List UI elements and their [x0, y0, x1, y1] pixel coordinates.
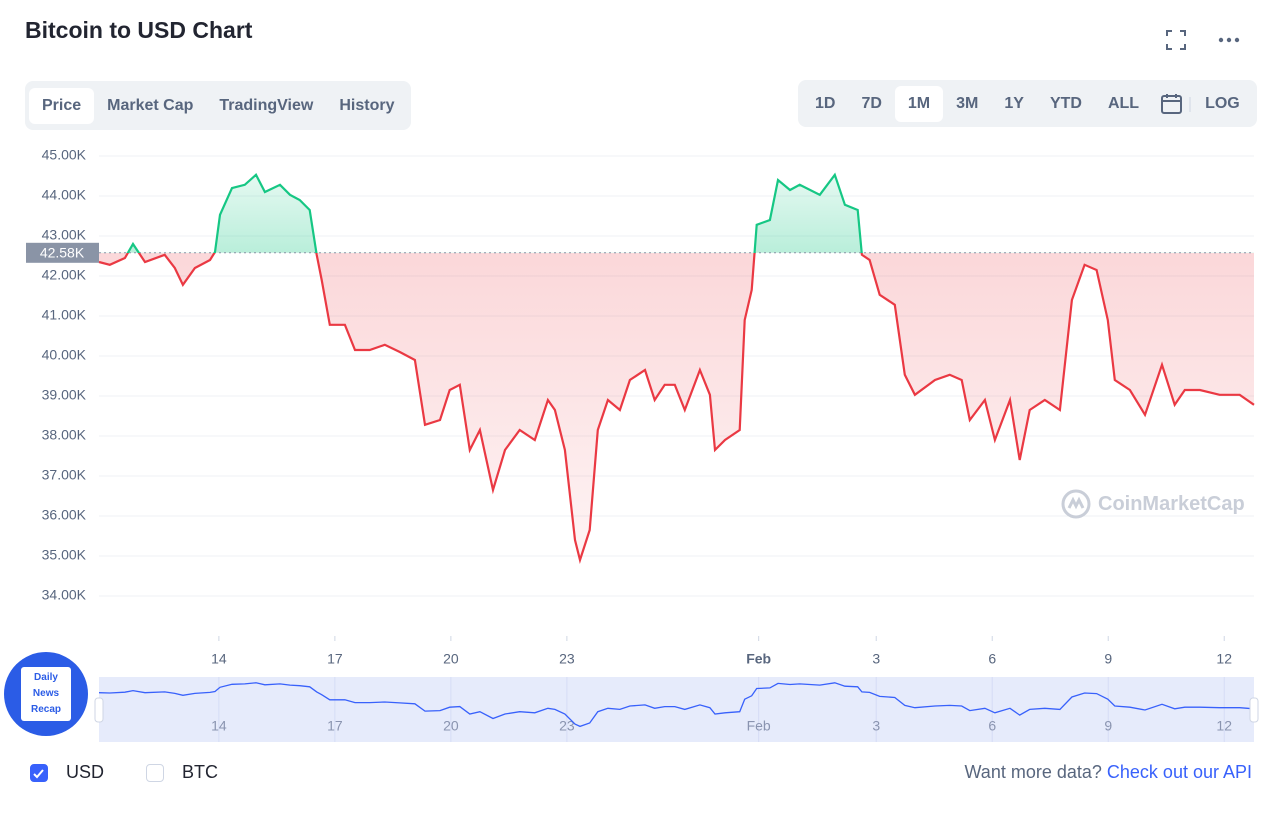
- range-group: 1D 7D 1M 3M 1Y YTD ALL LOG: [798, 80, 1257, 127]
- x-tick-label: 23: [559, 651, 575, 667]
- navigator-tick-label: 3: [872, 718, 880, 734]
- log-button[interactable]: LOG: [1205, 94, 1240, 112]
- navigator-tick-label: 9: [1104, 718, 1112, 734]
- x-tick-label: 20: [443, 651, 459, 667]
- y-tick-label: 34.00K: [42, 587, 87, 603]
- navigator-tick-label: Feb: [747, 718, 771, 734]
- y-tick-label: 41.00K: [42, 307, 87, 323]
- badge-line: News: [25, 686, 66, 702]
- calendar-icon[interactable]: [1152, 93, 1192, 115]
- more-icon: [1234, 37, 1240, 43]
- news-badge[interactable]: Daily News Recap: [4, 652, 88, 736]
- y-tick-label: 37.00K: [42, 467, 87, 483]
- badge-line: Recap: [25, 702, 66, 718]
- range-button[interactable]: 1Y: [1004, 94, 1024, 112]
- y-tick-label: 45.00K: [42, 147, 87, 163]
- range-button[interactable]: 1M: [894, 85, 944, 122]
- checkbox: [146, 763, 164, 782]
- y-tick-label: 40.00K: [42, 347, 87, 363]
- tab[interactable]: Market Cap: [107, 96, 194, 114]
- api-link[interactable]: Check out our API: [1106, 762, 1252, 782]
- footer: Want more data? Check out our API: [964, 762, 1252, 783]
- x-tick-label: 14: [211, 651, 227, 667]
- badge-text: Daily News Recap: [20, 667, 71, 721]
- tab[interactable]: TradingView: [219, 96, 314, 114]
- price-area: [99, 174, 1254, 561]
- fullscreen-icon[interactable]: [1166, 30, 1186, 50]
- range-button[interactable]: YTD: [1049, 94, 1082, 112]
- x-tick-label: 9: [1104, 651, 1112, 667]
- y-tick-label: 42.00K: [42, 267, 87, 283]
- currency-toggle[interactable]: USD: [30, 762, 104, 783]
- navigator-handle[interactable]: [94, 697, 104, 723]
- price-label: 42.58K: [40, 245, 85, 261]
- navigator-tick-label: 14: [211, 718, 227, 734]
- x-tick-label: 17: [327, 651, 343, 667]
- watermark: CoinMarketCap: [1060, 488, 1245, 520]
- footer-text: Want more data?: [964, 762, 1102, 782]
- y-tick-label: 35.00K: [42, 547, 87, 563]
- navigator-handle[interactable]: [1249, 697, 1259, 723]
- y-tick-label: 39.00K: [42, 387, 87, 403]
- toolbar-icons: [1166, 30, 1240, 50]
- x-tick-label: 12: [1216, 651, 1232, 667]
- x-tick-label: 6: [988, 651, 996, 667]
- title: Bitcoin to USD Chart: [25, 17, 253, 43]
- range-button[interactable]: ALL: [1107, 94, 1140, 112]
- watermark-logo: [1061, 489, 1091, 519]
- check-mark: [33, 768, 44, 778]
- more-icon[interactable]: [1218, 37, 1224, 43]
- navigator-tick-label: 6: [988, 718, 996, 734]
- tab[interactable]: History: [339, 96, 395, 114]
- y-tick-label: 38.00K: [42, 427, 87, 443]
- checkbox: [30, 763, 48, 782]
- x-tick-label: 3: [872, 651, 880, 667]
- price-label-box: [26, 242, 99, 263]
- navigator-tick-label: 23: [559, 718, 575, 734]
- range-button[interactable]: 1D: [815, 94, 836, 112]
- more-icon: [1226, 37, 1232, 43]
- tab-group: Price Market Cap TradingView History: [25, 81, 412, 130]
- watermark-text: CoinMarketCap: [1098, 492, 1245, 515]
- x-tick-label: Feb: [746, 651, 771, 667]
- navigator-tick-label: 17: [327, 718, 343, 734]
- y-tick-label: 43.00K: [42, 227, 87, 243]
- range-button[interactable]: 7D: [861, 94, 882, 112]
- navigator[interactable]: [99, 677, 1254, 742]
- currency-toggle[interactable]: BTC: [146, 762, 218, 783]
- price-line: [98, 172, 1255, 564]
- tab[interactable]: Price: [29, 87, 95, 124]
- y-tick-label: 36.00K: [42, 507, 87, 523]
- currency-label: BTC: [182, 762, 218, 782]
- badge-line: Daily: [25, 670, 66, 686]
- navigator-tick-label: 20: [443, 718, 459, 734]
- currency-label: USD: [66, 762, 105, 782]
- range-button[interactable]: 3M: [956, 94, 979, 112]
- y-tick-label: 44.00K: [42, 187, 87, 203]
- navigator-line: [98, 682, 1255, 728]
- navigator-tick-label: 12: [1216, 718, 1232, 734]
